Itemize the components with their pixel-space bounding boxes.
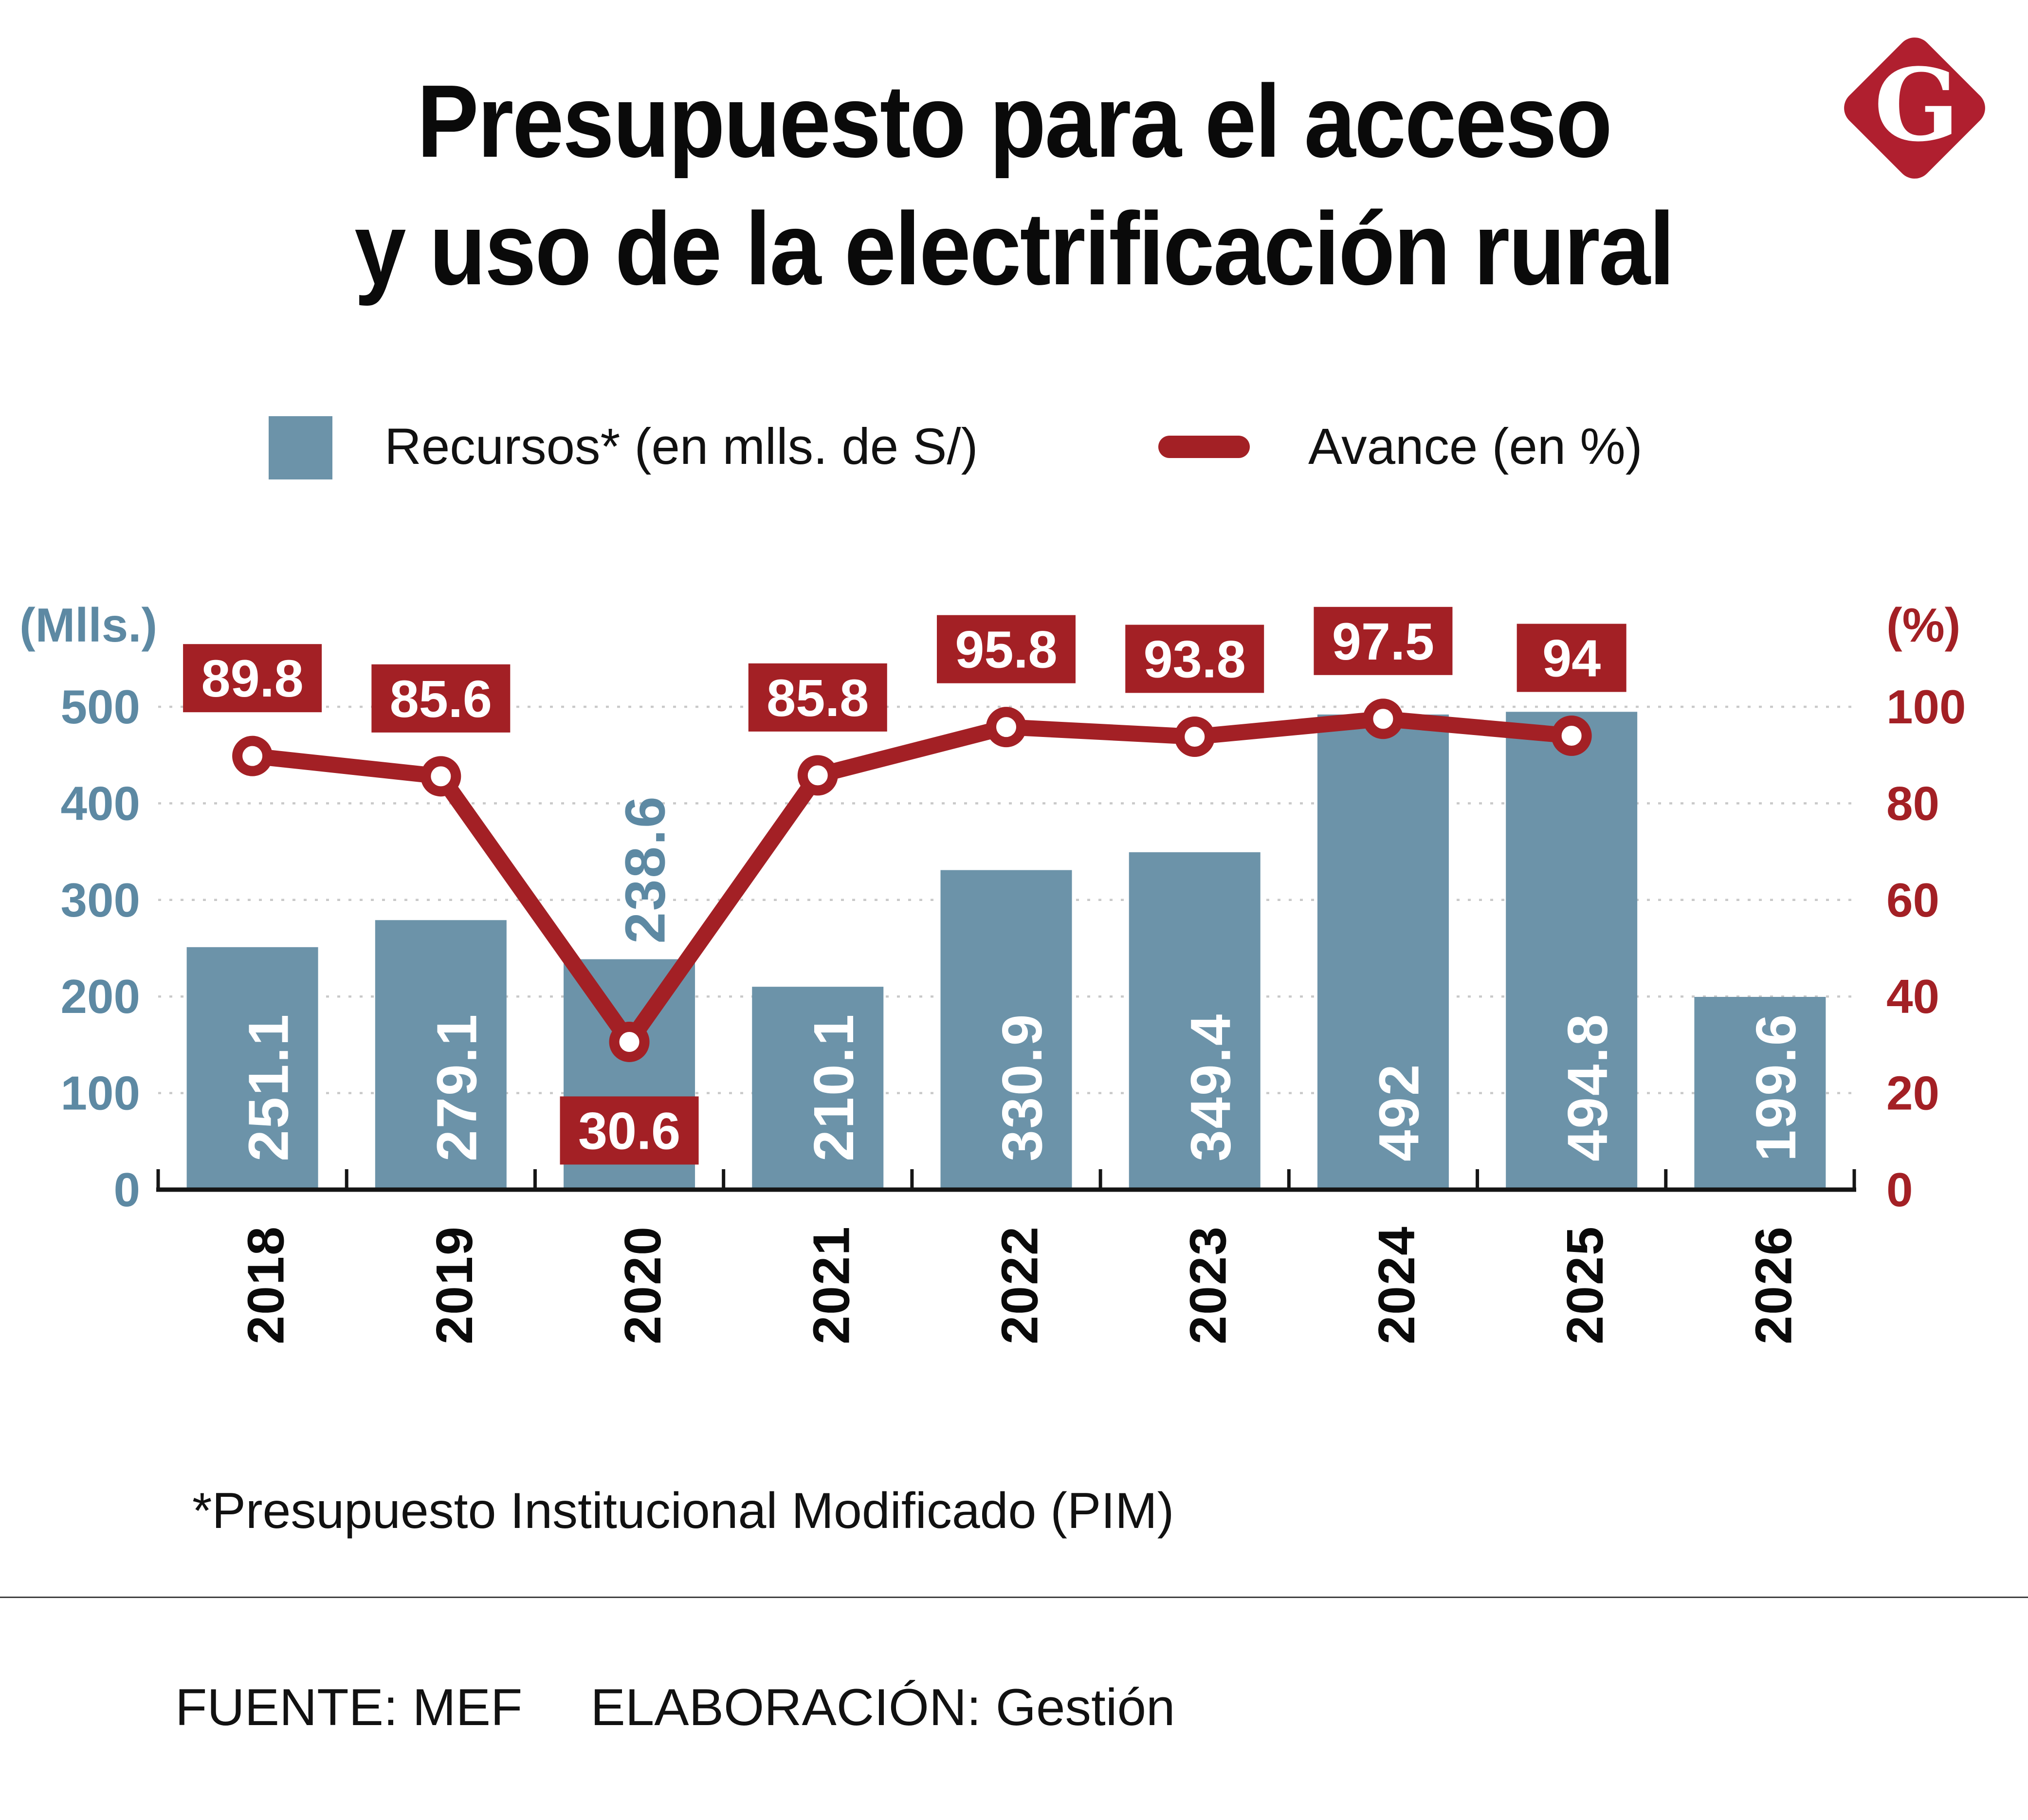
line-marker bbox=[1551, 716, 1592, 756]
line-value-box bbox=[371, 664, 511, 733]
right-axis-tick: 60 bbox=[1886, 873, 1939, 927]
line-value-label: 85.8 bbox=[767, 668, 869, 727]
year-label: 2022 bbox=[991, 1226, 1049, 1344]
left-axis-tick: 200 bbox=[60, 970, 140, 1023]
line-value-box bbox=[1125, 625, 1264, 693]
line-value-box bbox=[937, 615, 1076, 683]
line-marker bbox=[1174, 717, 1215, 757]
line-marker bbox=[232, 735, 273, 776]
line-value-box bbox=[183, 644, 322, 713]
line-marker bbox=[420, 756, 461, 797]
bar-value-label: 330.9 bbox=[990, 1013, 1054, 1161]
bar bbox=[1317, 714, 1449, 1190]
title-line-2: y uso de la electrificación rural bbox=[354, 191, 1675, 306]
line-value-label: 97.5 bbox=[1332, 612, 1434, 671]
bar bbox=[1694, 996, 1826, 1190]
right-axis-tick: 80 bbox=[1886, 776, 1939, 830]
right-axis-tick: 20 bbox=[1886, 1066, 1939, 1120]
line-value-label: 95.8 bbox=[955, 620, 1057, 679]
year-label: 2018 bbox=[238, 1226, 295, 1344]
left-axis-tick: 400 bbox=[60, 776, 140, 830]
left-axis-tick: 100 bbox=[60, 1066, 140, 1120]
bar-value-label: 279.1 bbox=[425, 1013, 488, 1161]
bar-value-label: 210.1 bbox=[802, 1013, 865, 1161]
legend-bars-label: Recursos* (en mlls. de S/) bbox=[384, 418, 978, 475]
bar bbox=[940, 870, 1072, 1190]
left-axis-tick: 0 bbox=[113, 1163, 140, 1216]
right-axis-tick: 40 bbox=[1886, 970, 1939, 1023]
bar bbox=[1129, 852, 1261, 1190]
line-value-label: 89.8 bbox=[201, 649, 304, 708]
line-value-label: 85.6 bbox=[390, 669, 492, 728]
line-marker bbox=[1363, 699, 1404, 739]
year-label: 2021 bbox=[803, 1226, 860, 1344]
bar-value-label: 349.4 bbox=[1179, 1013, 1242, 1161]
line-value-label: 94 bbox=[1542, 629, 1601, 688]
right-axis-title: (%) bbox=[1886, 598, 1960, 652]
line-value-box bbox=[1516, 624, 1626, 692]
left-axis-title: (Mlls.) bbox=[19, 598, 157, 652]
legend-line-swatch bbox=[1158, 436, 1250, 458]
bar-value-label: 251.1 bbox=[237, 1013, 300, 1161]
footnote: *Presupuesto Institucional Modificado (P… bbox=[192, 1483, 1174, 1539]
year-label: 2025 bbox=[1556, 1226, 1614, 1344]
year-label: 2026 bbox=[1745, 1226, 1802, 1344]
line-value-box bbox=[1314, 607, 1453, 675]
bar-value-label: 494.8 bbox=[1556, 1013, 1619, 1161]
bar-value-label-outside: 238.6 bbox=[614, 795, 677, 943]
avance-line bbox=[251, 711, 1572, 1050]
line-marker bbox=[609, 1021, 650, 1062]
right-axis-tick: 100 bbox=[1886, 680, 1966, 734]
legend-line-label: Avance (en %) bbox=[1308, 418, 1643, 475]
line-value-box bbox=[560, 1096, 699, 1165]
legend-bar-swatch bbox=[269, 416, 332, 479]
bar bbox=[752, 987, 884, 1190]
title-line-1: Presupuesto para el acceso bbox=[417, 63, 1613, 179]
line-value-label: 30.6 bbox=[578, 1101, 680, 1160]
source-elaboracion: ELABORACIÓN: Gestión bbox=[590, 1678, 1175, 1736]
left-axis-tick: 300 bbox=[60, 873, 140, 927]
bar-value-label: 492 bbox=[1368, 1063, 1431, 1161]
line-value-box bbox=[748, 663, 887, 732]
source-line: FUENTE: MEF ELABORACIÓN: Gestión bbox=[175, 1677, 1175, 1737]
year-label: 2024 bbox=[1368, 1226, 1425, 1344]
year-label: 2023 bbox=[1180, 1226, 1237, 1344]
year-label: 2020 bbox=[614, 1226, 672, 1344]
bar bbox=[1506, 712, 1638, 1190]
bar bbox=[186, 947, 318, 1190]
source-fuente: FUENTE: MEF bbox=[175, 1678, 523, 1736]
line-marker bbox=[797, 755, 838, 796]
divider-line bbox=[0, 1597, 2028, 1598]
right-axis-tick: 0 bbox=[1886, 1163, 1913, 1216]
bar-value-label: 199.6 bbox=[1744, 1013, 1808, 1161]
line-value-label: 93.8 bbox=[1144, 630, 1246, 689]
left-axis-tick: 500 bbox=[60, 680, 140, 734]
bar bbox=[375, 920, 507, 1190]
page-title: Presupuesto para el acceso y uso de la e… bbox=[0, 57, 2028, 313]
year-label: 2019 bbox=[426, 1226, 483, 1344]
line-marker bbox=[986, 707, 1026, 748]
